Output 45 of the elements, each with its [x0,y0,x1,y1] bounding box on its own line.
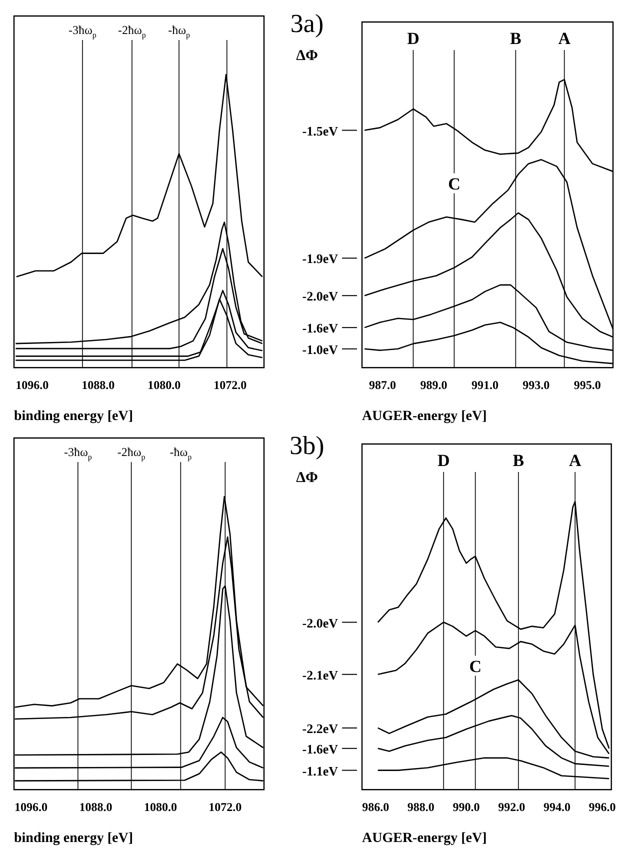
x-tick-label: 989.0 [420,378,448,392]
ref-line-label: A [568,451,582,470]
x-tick-label: 995.0 [574,378,601,392]
legend-label: -1.6eV [302,320,339,336]
ref-line-label: B [512,451,524,470]
x-axis-title: binding energy [eV] [14,831,133,846]
ref-line-label: D [437,451,450,470]
ref-line-label: A [558,29,572,48]
chart-title: 3a) [290,9,324,38]
legend-label: -2.0eV [302,615,339,630]
legend-label: -2.1eV [302,667,339,682]
x-tick-label: 996.0 [588,800,616,814]
x-tick-label: 994.0 [543,800,570,814]
x-tick-label: 986.0 [362,800,390,814]
x-axis-title: AUGER-energy [eV] [362,831,487,846]
x-tick-label: 993.0 [522,378,550,392]
annotation: C [448,174,460,194]
legend-label: -1.1eV [302,763,339,778]
x-tick-label: 1088.0 [82,378,115,392]
legend-label: -1.0eV [302,342,339,357]
annotation: C [469,656,482,676]
x-tick-label: 1080.0 [144,800,177,814]
chart-title: 3b) [290,431,324,460]
x-axis-title: binding energy [eV] [14,409,133,424]
x-tick-label: 1096.0 [16,378,49,392]
x-tick-label: 991.0 [471,378,498,392]
x-tick-label: 1080.0 [148,378,181,392]
x-tick-label: 1096.0 [14,800,48,814]
x-tick-label: 987.0 [368,378,396,392]
x-tick-label: 1072.0 [214,378,247,392]
x-tick-label: 990.0 [452,800,480,814]
x-tick-label: 1088.0 [79,800,112,814]
x-axis-title: AUGER-energy [eV] [362,409,487,424]
legend-label: -1.6eV [302,741,339,756]
ref-line-label: D [407,29,420,48]
legend-label: -1.9eV [302,251,339,266]
legend-title: ΔΦ [296,48,318,64]
legend-label: -2.0eV [302,288,339,304]
legend-title: ΔΦ [296,470,318,486]
legend-label: -1.5eV [302,123,339,138]
x-tick-label: 1072.0 [208,800,242,814]
ref-line-label: B [510,29,522,48]
x-tick-label: 992.0 [498,800,526,814]
legend-label: -2.2eV [302,720,339,736]
x-tick-label: 988.0 [407,800,434,814]
